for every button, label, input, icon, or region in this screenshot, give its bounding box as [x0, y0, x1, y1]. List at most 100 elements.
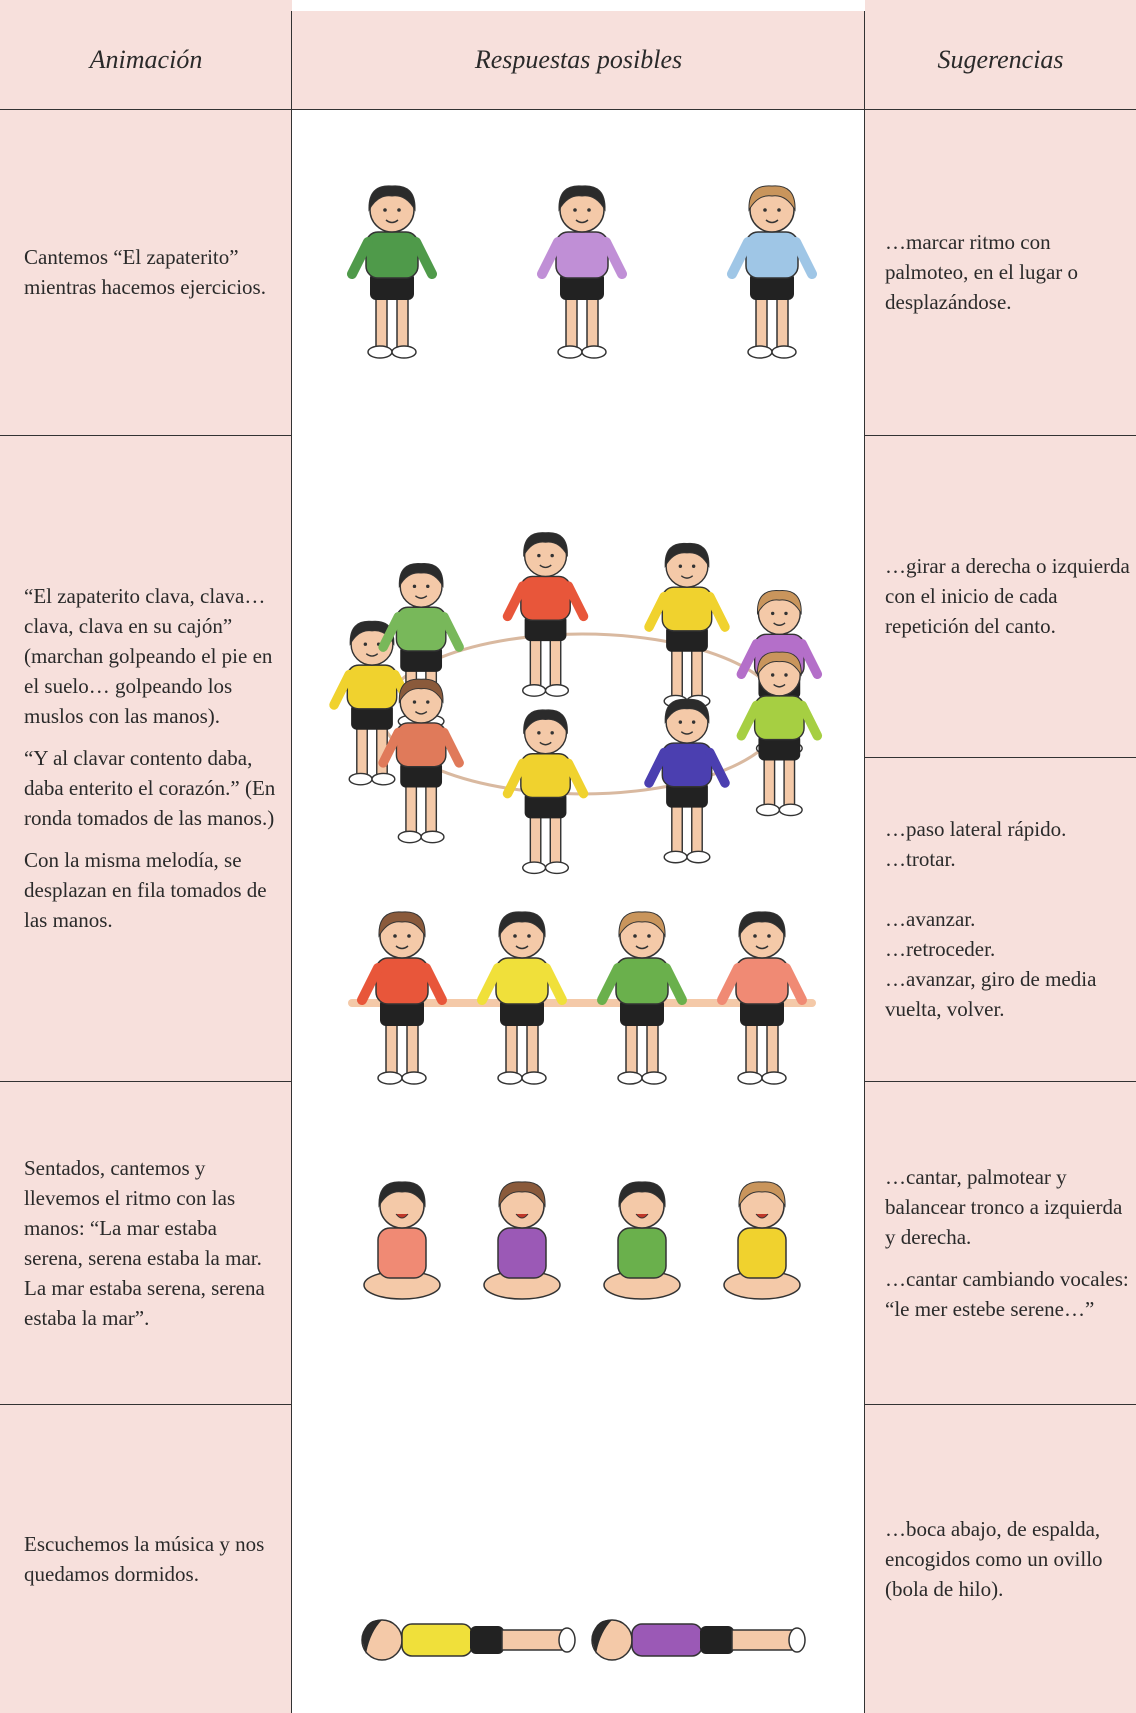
arm: [601, 237, 627, 279]
hair: [757, 590, 802, 616]
arm: [797, 639, 823, 679]
left-column: [0, 0, 292, 1713]
shorts: [524, 614, 567, 642]
eye: [770, 673, 775, 677]
shoe: [557, 345, 583, 359]
arm: [421, 963, 447, 1005]
paragraph: Cantemos “El zapaterito” mientras hacemo…: [24, 245, 266, 299]
shorts: [380, 998, 424, 1026]
sugerencias-cell: …paso lateral rápido. …trotar. …avanzar. …r…: [865, 757, 1136, 1081]
eye: [763, 208, 767, 212]
sweater: [555, 231, 609, 279]
animacion-cell: Cantemos “El zapaterito” mientras hacemo…: [0, 109, 292, 435]
mouth: [773, 683, 786, 688]
mouth: [773, 622, 786, 627]
paragraph: …avanzar, giro de media vuelta, volver.: [885, 967, 1097, 1021]
mouth: [414, 595, 428, 599]
hair: [748, 185, 796, 212]
sitting-child: [603, 1181, 681, 1300]
arm: [797, 700, 823, 741]
eye: [633, 934, 637, 938]
arm: [347, 237, 373, 279]
shorts: [370, 272, 414, 300]
sweater: [377, 1227, 427, 1279]
eye: [691, 564, 696, 568]
sweater: [737, 1227, 787, 1279]
shorts: [524, 791, 567, 819]
sweater: [395, 722, 447, 768]
paragraph: …retroceder.: [885, 937, 996, 961]
arm: [439, 727, 464, 768]
arm: [597, 963, 623, 1005]
illustrations: [329, 185, 823, 1661]
child-figure: [329, 620, 415, 786]
row-rule: [0, 1081, 292, 1082]
shoe: [522, 684, 547, 697]
shorts: [750, 272, 794, 300]
child-figure: [357, 911, 447, 1085]
arm: [563, 581, 589, 622]
lying-child: [361, 1619, 576, 1661]
row-rule: [865, 1081, 1136, 1082]
row-rule: [865, 1404, 1136, 1405]
paragraph: Escuchemos la música y nos quedamos dorm…: [24, 1531, 265, 1586]
paragraph: “Y al clavar contento daba, daba enterit…: [24, 746, 276, 830]
sweater: [520, 753, 571, 799]
eye: [412, 700, 417, 704]
eye: [393, 934, 397, 938]
shoe: [755, 803, 781, 817]
child-figure: [597, 911, 687, 1085]
hair: [349, 620, 395, 646]
shoe: [641, 1071, 667, 1085]
eye: [678, 720, 683, 724]
shoe: [747, 345, 773, 359]
paragraph: …marcar ritmo con palmoteo, en el lugar …: [885, 230, 1079, 314]
arm: [477, 963, 503, 1005]
paragraph: …cantar cambiando vocales: “le mer esteb…: [885, 1266, 1129, 1321]
hair: [738, 1181, 786, 1208]
shoe: [391, 345, 417, 359]
eye: [770, 611, 775, 616]
sweater: [661, 586, 713, 632]
middle-header-bg: [292, 11, 865, 109]
shoe: [771, 345, 797, 359]
shoe: [377, 1071, 403, 1085]
mouth: [765, 219, 779, 224]
child-figure: [736, 651, 823, 817]
arm: [357, 963, 383, 1005]
eye: [527, 934, 531, 938]
eye: [550, 731, 554, 735]
hair: [523, 532, 568, 558]
eye: [426, 584, 430, 589]
arm: [717, 963, 743, 1005]
shorts: [666, 781, 708, 808]
mouth: [385, 219, 399, 224]
mouth: [365, 653, 379, 657]
shorts: [666, 625, 708, 652]
row-rule: [865, 435, 1136, 436]
shoe: [371, 772, 396, 786]
animacion-cell: Escuchemos la música y nos quedamos dorm…: [0, 1404, 292, 1713]
eye: [753, 934, 757, 938]
mouth: [755, 945, 769, 950]
paragraph: “El zapaterito clava, clava… clava, clav…: [24, 584, 273, 728]
hair: [618, 1181, 666, 1208]
child-figure: [477, 911, 567, 1085]
arm: [736, 700, 762, 741]
column-header: Respuestas posibles: [474, 45, 683, 74]
shoe: [348, 772, 373, 786]
sweater: [631, 1623, 703, 1657]
mouth: [635, 1213, 649, 1219]
arm: [541, 963, 567, 1005]
shorts: [758, 733, 801, 761]
mouth: [539, 741, 552, 746]
sweater: [617, 1227, 667, 1279]
hair: [664, 698, 710, 724]
arm: [502, 581, 528, 622]
hair: [498, 1181, 546, 1208]
shorts: [470, 1626, 504, 1654]
paragraph: …paso lateral rápido.: [885, 817, 1067, 841]
mouth: [635, 945, 649, 950]
shorts: [740, 998, 784, 1026]
eye: [407, 934, 411, 938]
